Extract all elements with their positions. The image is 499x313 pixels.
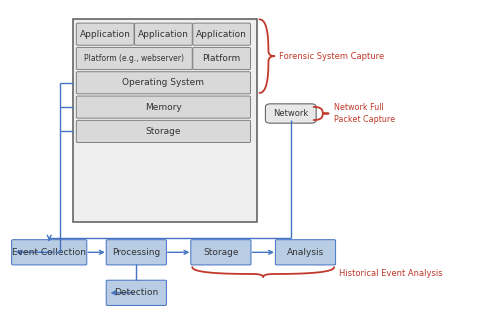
FancyBboxPatch shape <box>191 240 251 265</box>
Text: Operating System: Operating System <box>122 78 205 87</box>
FancyBboxPatch shape <box>265 104 316 123</box>
Text: Detection: Detection <box>114 288 158 297</box>
FancyBboxPatch shape <box>76 96 250 118</box>
FancyBboxPatch shape <box>76 23 134 45</box>
Text: Historical Event Analysis: Historical Event Analysis <box>339 269 443 279</box>
Text: Application: Application <box>196 30 247 39</box>
Text: Analysis: Analysis <box>287 248 324 257</box>
Text: Memory: Memory <box>145 103 182 112</box>
FancyBboxPatch shape <box>76 48 192 69</box>
FancyBboxPatch shape <box>106 240 166 265</box>
FancyBboxPatch shape <box>135 23 192 45</box>
Text: Event Collection: Event Collection <box>12 248 86 257</box>
FancyBboxPatch shape <box>76 72 250 94</box>
Text: Forensic System Capture: Forensic System Capture <box>279 52 385 61</box>
Text: Storage: Storage <box>146 127 181 136</box>
FancyBboxPatch shape <box>275 240 336 265</box>
Text: Platform: Platform <box>203 54 241 63</box>
Text: Application: Application <box>138 30 189 39</box>
FancyBboxPatch shape <box>76 121 250 142</box>
FancyBboxPatch shape <box>106 280 166 305</box>
Text: Network Full
Packet Capture: Network Full Packet Capture <box>334 103 395 124</box>
Text: Storage: Storage <box>203 248 239 257</box>
FancyBboxPatch shape <box>11 240 87 265</box>
Text: Platform (e.g., webserver): Platform (e.g., webserver) <box>84 54 184 63</box>
Text: Processing: Processing <box>112 248 160 257</box>
Text: Network: Network <box>273 109 308 118</box>
FancyBboxPatch shape <box>193 48 250 69</box>
FancyBboxPatch shape <box>193 23 250 45</box>
Bar <box>73 19 257 222</box>
Text: Application: Application <box>80 30 131 39</box>
